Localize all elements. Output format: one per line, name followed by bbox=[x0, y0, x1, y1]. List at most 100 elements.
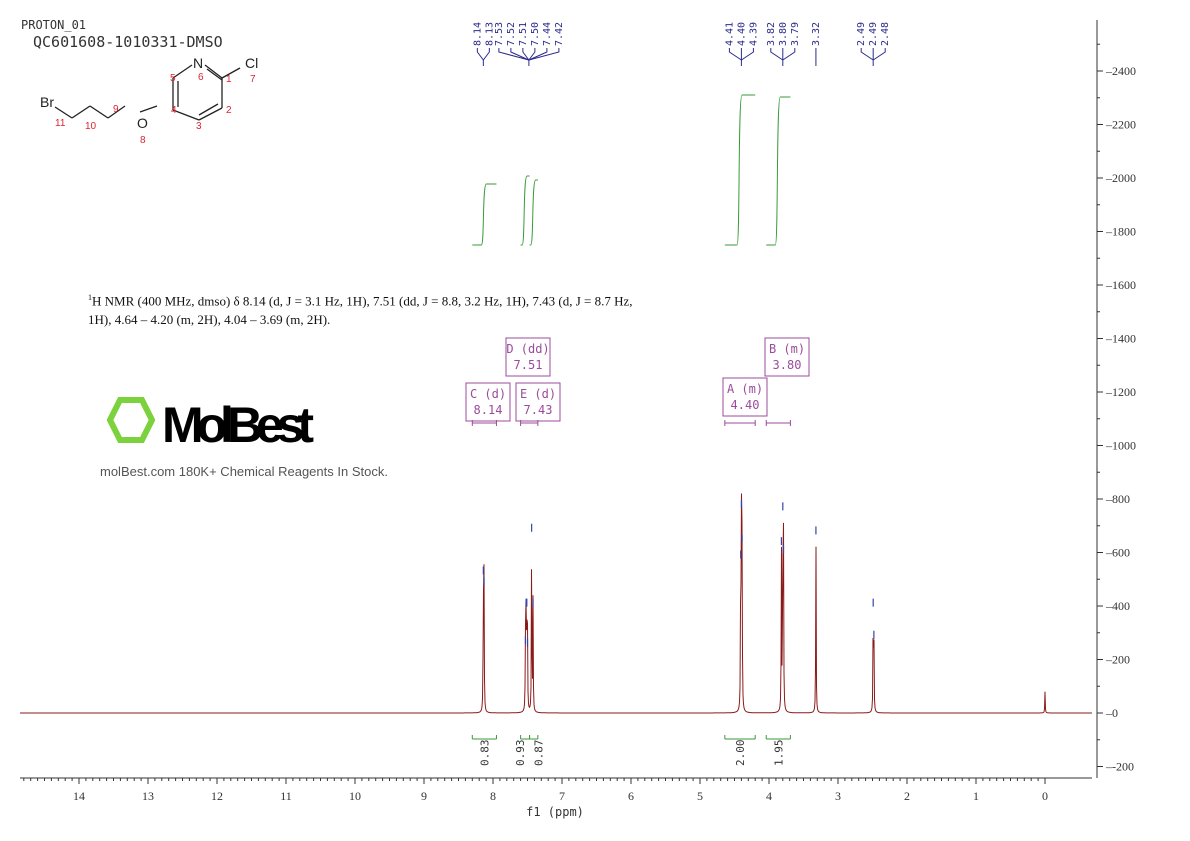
peak-shift-label: 7.51 bbox=[518, 22, 529, 46]
y-tick-label: –0 bbox=[1105, 706, 1118, 720]
bond-line bbox=[139, 105, 158, 113]
integral-value: 0.83 bbox=[478, 740, 491, 767]
peak-connector bbox=[728, 48, 742, 61]
atom-number: 5 bbox=[170, 73, 176, 84]
peak-shift-label: 4.40 bbox=[736, 22, 747, 46]
spectrum-line bbox=[20, 493, 1092, 714]
bond-line bbox=[221, 67, 241, 79]
peak-shift-label: 3.82 bbox=[766, 22, 777, 46]
x-tick-label: 4 bbox=[766, 789, 772, 803]
x-tick-label: 0 bbox=[1042, 789, 1048, 803]
peak-connector bbox=[510, 48, 530, 61]
atom-label: Cl bbox=[245, 55, 258, 71]
x-tick-label: 8 bbox=[490, 789, 496, 803]
y-tick-label: –200 bbox=[1105, 653, 1130, 667]
peak-shift-label: 8.14 bbox=[472, 22, 483, 46]
peak-connector bbox=[528, 48, 560, 61]
multiplet-shift: 7.43 bbox=[524, 403, 553, 417]
x-tick-label: 11 bbox=[280, 789, 292, 803]
integral-curve bbox=[520, 175, 530, 246]
atom-label: N bbox=[193, 55, 203, 71]
structure-drawing bbox=[54, 64, 241, 121]
multiplet-label: A (m) bbox=[727, 382, 763, 396]
integral-bar bbox=[471, 735, 497, 740]
bond-line bbox=[206, 68, 223, 81]
x-tick-label: 9 bbox=[421, 789, 427, 803]
peak-shift-label: 2.49 bbox=[868, 22, 879, 46]
multiplet-shift: 4.40 bbox=[731, 398, 760, 412]
peak-connector bbox=[770, 48, 784, 61]
multiplet-range bbox=[520, 420, 539, 426]
bond-line bbox=[71, 105, 91, 119]
multiplet-shift: 7.51 bbox=[514, 358, 543, 372]
y-tick-label: –1200 bbox=[1105, 385, 1136, 399]
y-tick-label: –800 bbox=[1105, 492, 1130, 506]
y-tick-label: –400 bbox=[1105, 599, 1130, 613]
watermark-logo-text: MolBest bbox=[162, 397, 314, 453]
multiplet-label: E (d) bbox=[520, 387, 556, 401]
x-tick-label: 5 bbox=[697, 789, 703, 803]
multiplet-label: C (d) bbox=[470, 387, 506, 401]
x-tick-label: 6 bbox=[628, 789, 634, 803]
atom-number: 7 bbox=[250, 74, 256, 85]
x-tick-label: 12 bbox=[211, 789, 223, 803]
nmr-description: 1H NMR (400 MHz, dmso) δ 8.14 (d, J = 3.… bbox=[88, 288, 678, 329]
atom-label: Br bbox=[40, 94, 54, 110]
watermark-tagline: molBest.com 180K+ Chemical Reagents In S… bbox=[100, 464, 388, 479]
multiplet-box bbox=[722, 377, 768, 417]
integral-curve bbox=[766, 96, 791, 246]
bond-line bbox=[107, 105, 126, 119]
bond-line bbox=[172, 64, 193, 79]
multiplet-label: D (dd) bbox=[506, 342, 549, 356]
bond-line bbox=[54, 106, 73, 119]
x-tick-label: 14 bbox=[73, 789, 85, 803]
multiplet-range bbox=[471, 420, 497, 426]
peak-shift-label: 3.80 bbox=[778, 22, 789, 46]
bond-line bbox=[172, 109, 200, 121]
y-tick-label: –1600 bbox=[1105, 278, 1136, 292]
atom-number: 1 bbox=[226, 74, 232, 85]
bond-line bbox=[204, 64, 223, 79]
peak-shift-label: 7.52 bbox=[506, 22, 517, 46]
x-tick-label: 2 bbox=[904, 789, 910, 803]
atom-number: 3 bbox=[196, 121, 202, 132]
peak-shift-label: 7.44 bbox=[542, 22, 553, 46]
sample-label: QC601608-1010331-DMSO bbox=[33, 33, 223, 51]
peak-shift-label: 2.48 bbox=[880, 22, 891, 46]
description-line1: H NMR (400 MHz, dmso) δ 8.14 (d, J = 3.1… bbox=[92, 293, 633, 309]
peak-connector bbox=[522, 48, 530, 61]
peak-shift-label: 8.13 bbox=[484, 22, 495, 46]
x-tick-label: 3 bbox=[835, 789, 841, 803]
peak-shift-label: 3.32 bbox=[811, 22, 822, 46]
x-tick-label: 7 bbox=[559, 789, 565, 803]
y-tick-label: –1800 bbox=[1105, 225, 1136, 239]
bond-line bbox=[89, 105, 109, 119]
y-tick-label: –2000 bbox=[1105, 171, 1136, 185]
integral-value: 1.95 bbox=[772, 740, 785, 767]
y-tick-label: –-200 bbox=[1105, 760, 1134, 774]
peak-connector bbox=[476, 48, 484, 61]
integral-bar bbox=[765, 735, 791, 740]
multiplet-box bbox=[505, 337, 551, 377]
peak-connector bbox=[782, 48, 796, 61]
superscript: 1 bbox=[88, 293, 92, 302]
experiment-label: PROTON_01 bbox=[21, 18, 87, 32]
watermark: MolBest molBest.com 180K+ Chemical Reagen… bbox=[100, 397, 388, 479]
atom-number: 4 bbox=[171, 105, 177, 116]
x-tick-label: 13 bbox=[142, 789, 154, 803]
y-tick-label: –2200 bbox=[1105, 118, 1136, 132]
peak-shift-label: 4.39 bbox=[748, 22, 759, 46]
integral-bar bbox=[529, 735, 539, 740]
integral-value: 0.93 bbox=[514, 740, 527, 767]
atom-number: 11 bbox=[55, 118, 66, 129]
atom-number: 10 bbox=[85, 121, 97, 132]
atom-number: 8 bbox=[140, 135, 146, 146]
multiplet-range bbox=[724, 420, 756, 426]
atom-label: O bbox=[137, 115, 148, 131]
peak-connector bbox=[498, 48, 530, 61]
bond-line bbox=[198, 107, 223, 121]
peak-connector bbox=[528, 48, 536, 61]
peak-connector bbox=[872, 48, 886, 61]
integral-bar bbox=[724, 735, 756, 740]
